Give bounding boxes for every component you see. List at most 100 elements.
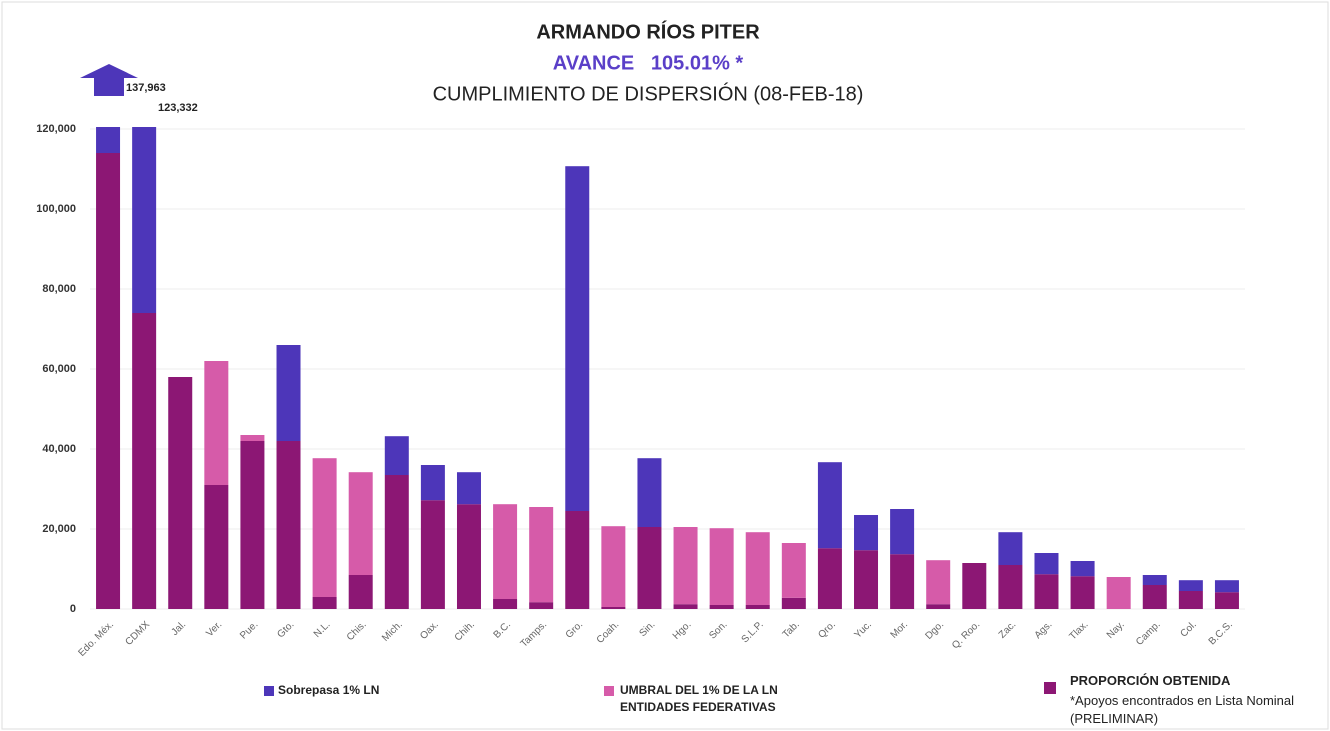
x-tick-label: Col. [1178, 619, 1198, 639]
bar-segment [493, 504, 518, 599]
bar-segment [962, 563, 987, 609]
bar-segment [529, 507, 554, 603]
bar-segment [565, 166, 590, 511]
x-tick-label: Chis. [345, 619, 369, 643]
bar-segment [637, 458, 662, 527]
x-tick-label: Mich. [380, 619, 405, 644]
legend-swatch [604, 686, 614, 696]
chart-subtitle: CUMPLIMIENTO DE DISPERSIÓN (08-FEB-18) [433, 82, 864, 105]
bar-segment [384, 436, 409, 475]
bar-segment [1178, 580, 1203, 591]
bar-segment [817, 548, 842, 609]
bar-segment [1034, 574, 1059, 609]
bar-segment [1142, 585, 1167, 609]
bar-segment [673, 527, 698, 605]
x-tick-label: Chih. [453, 619, 477, 643]
x-tick-label: S.L.P. [740, 619, 766, 645]
annotation: 123,332 [158, 102, 198, 114]
x-tick-label: CDMX [124, 619, 153, 648]
x-tick-label: Pue. [238, 619, 260, 641]
bar-segment [96, 153, 121, 609]
bar-segment [1070, 561, 1095, 577]
bar-segment [1034, 553, 1059, 575]
x-tick-label: Q. Roo. [950, 619, 982, 651]
x-tick-label: B.C.S. [1207, 619, 1235, 647]
x-tick-label: Camp. [1134, 619, 1163, 648]
bar-segment [890, 554, 915, 609]
bar-segment [1142, 575, 1167, 585]
x-tick-label: Tamps. [519, 619, 550, 650]
bar-segment [673, 604, 698, 609]
x-tick-label: Ver. [204, 619, 224, 639]
footnote: *Apoyos encontrados en Lista Nominal (PR… [1070, 693, 1295, 726]
y-tick-label: 120,000 [36, 123, 76, 135]
annotation: 137,963 [126, 82, 166, 94]
x-tick-label: Zac. [997, 619, 1019, 641]
bar-segment [1178, 591, 1203, 609]
bar-segment [817, 462, 842, 549]
overflow-arrow [80, 64, 138, 96]
bar-segment [926, 560, 951, 605]
bar-segment [348, 575, 373, 609]
x-tick-label: Coah. [595, 619, 622, 646]
bar-segment [890, 509, 915, 555]
bar-segment [601, 526, 626, 607]
legend-label: PROPORCIÓN OBTENIDA [1070, 673, 1231, 688]
bar-segment [132, 313, 157, 609]
bar-segment [1106, 577, 1131, 609]
x-tick-label: Son. [707, 619, 729, 641]
y-tick-label: 40,000 [42, 443, 76, 455]
bar-segment [709, 605, 734, 609]
bar-segment [998, 565, 1023, 609]
bar-segment [420, 465, 445, 501]
bar-segment [132, 127, 157, 313]
bar-segment [204, 361, 229, 485]
bar-segment [312, 458, 337, 597]
x-tick-label: Dgo. [923, 619, 946, 642]
x-tick-label: Tlax. [1067, 619, 1090, 642]
legend-swatch [264, 686, 274, 696]
x-tick-label: Jal. [169, 619, 188, 638]
y-tick-label: 80,000 [42, 283, 76, 295]
y-tick-label: 0 [70, 603, 76, 615]
bar-segment [456, 472, 481, 505]
x-tick-label: Qro. [816, 619, 838, 641]
x-tick-label: B.C. [492, 619, 514, 641]
bar-segment [926, 604, 951, 609]
bar-segment [96, 127, 121, 154]
x-tick-label: Edo. Méx. [76, 619, 116, 659]
y-tick-label: 20,000 [42, 523, 76, 535]
bar-segment [420, 500, 445, 609]
bar-segment [637, 527, 662, 609]
bar-segment [204, 485, 229, 609]
y-tick-label: 60,000 [42, 363, 76, 375]
y-tick-label: 100,000 [36, 203, 76, 215]
bar-segment [276, 441, 301, 609]
chart-title: ARMANDO RÍOS PITER [536, 20, 760, 43]
legend-swatch [1044, 682, 1056, 694]
bar-segment [240, 435, 265, 441]
legend-label: UMBRAL DEL 1% DE LA LN ENTIDADES FEDERAT… [620, 683, 778, 714]
bar-segment [348, 472, 373, 575]
bar-segment [312, 597, 337, 609]
x-tick-label: Mor. [889, 619, 911, 641]
bar-segment [601, 607, 626, 609]
bar-segment [781, 543, 806, 598]
bar-segment [456, 504, 481, 609]
bar-segment [709, 528, 734, 605]
x-tick-label: Hgo. [671, 619, 694, 642]
bar-segment [1214, 592, 1239, 609]
bar-segment [998, 532, 1023, 565]
x-tick-label: N.L. [312, 619, 333, 640]
x-tick-label: Gro. [564, 619, 586, 641]
bar-segment [1214, 580, 1239, 593]
bar-segment [854, 515, 879, 551]
bar-segment [565, 511, 590, 609]
bar-segment [781, 597, 806, 609]
bar-segment [168, 377, 193, 609]
x-tick-label: Gto. [275, 619, 296, 640]
bar-segment [384, 475, 409, 609]
